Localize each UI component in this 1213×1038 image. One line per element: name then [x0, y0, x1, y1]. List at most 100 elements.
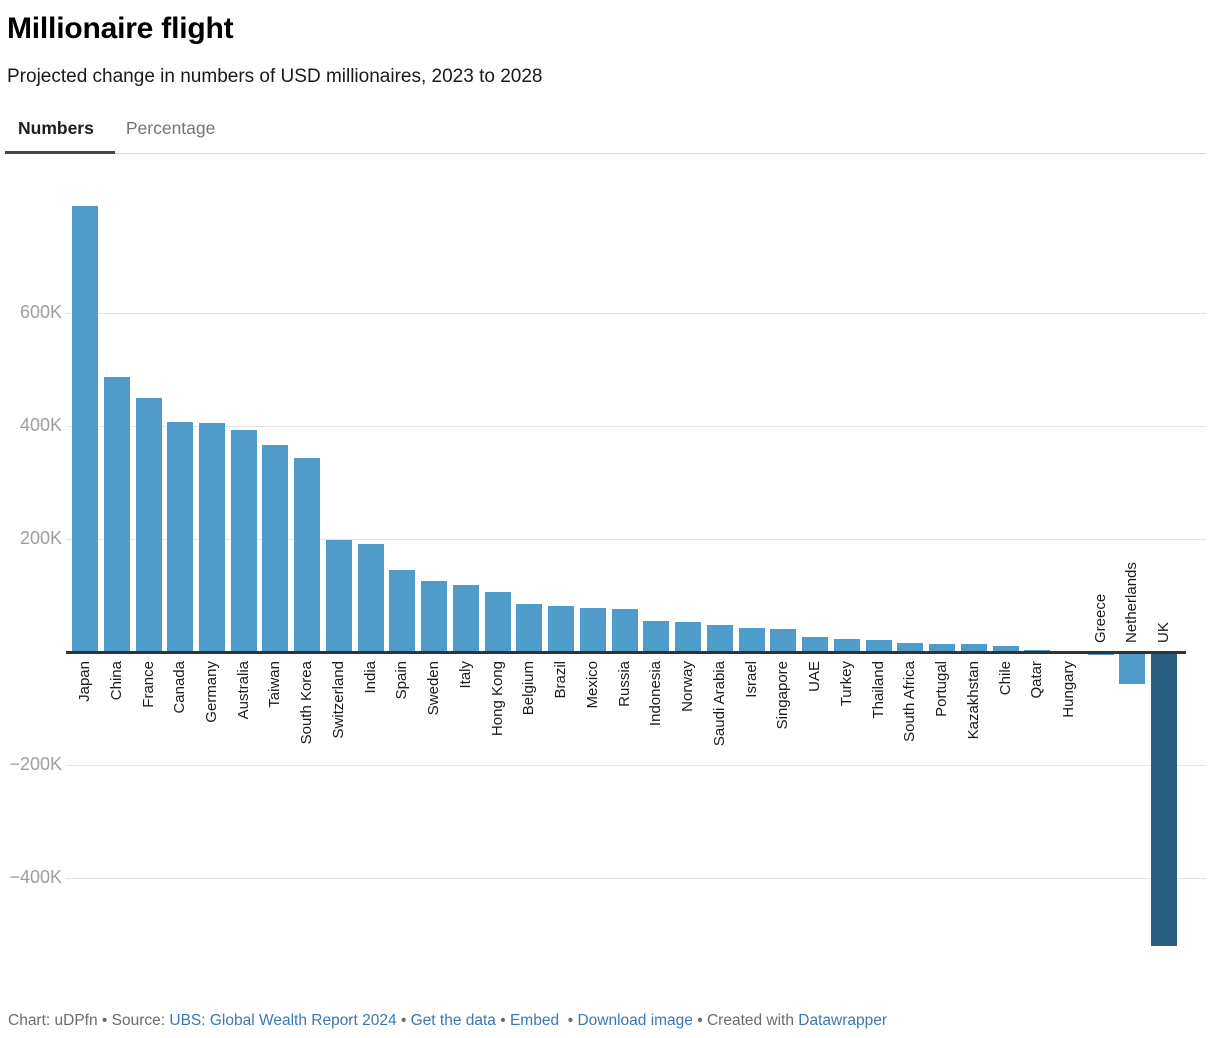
x-axis-baseline: [66, 651, 1186, 654]
x-axis-label-hungary: Hungary: [1059, 661, 1077, 718]
x-axis-label-germany: Germany: [203, 661, 220, 723]
x-axis-label-turkey: Turkey: [837, 661, 855, 707]
x-axis-label-sweden: Sweden: [425, 661, 443, 716]
x-axis-label-kazakhstan: Kazakhstan: [964, 661, 982, 740]
bar-israel[interactable]: [738, 628, 765, 652]
x-axis-label-south-korea: South Korea: [298, 661, 316, 745]
bar-chile[interactable]: [992, 645, 1019, 652]
bar-france[interactable]: [135, 397, 162, 652]
x-axis-label-france: France: [139, 661, 157, 708]
y-axis-tick-200k: 200K: [19, 528, 62, 548]
x-axis-label-thailand: Thailand: [869, 661, 887, 719]
x-axis-label-netherlands: Netherlands: [1123, 562, 1141, 643]
bar-china[interactable]: [103, 376, 130, 652]
x-axis-label-saudi-arabia: Saudi Arabia: [710, 661, 728, 747]
bar-south-korea[interactable]: [294, 458, 321, 652]
chart-id-text: Chart: uDPfn: [8, 1012, 98, 1029]
tab-active-underline: [5, 151, 115, 154]
download-image-link[interactable]: Download image: [577, 1012, 693, 1029]
view-tabs: Numbers Percentage: [18, 118, 215, 139]
bar-australia[interactable]: [230, 430, 257, 652]
source-link[interactable]: UBS: Global Wealth Report 2024: [169, 1012, 397, 1029]
gridline-600k: [66, 313, 1206, 314]
bar-singapore[interactable]: [770, 629, 797, 652]
x-axis-label-chile: Chile: [996, 661, 1014, 696]
bar-hong-kong[interactable]: [484, 592, 511, 652]
x-axis-label-italy: Italy: [456, 661, 474, 689]
x-axis-label-portugal: Portugal: [933, 661, 950, 717]
x-axis-label-singapore: Singapore: [774, 661, 792, 730]
embed-link[interactable]: Embed: [509, 1012, 560, 1029]
bar-chart: 600K 400K 200K −200K −400K Japan China France Ca…: [0, 170, 1213, 975]
bar-uk[interactable]: [1151, 654, 1178, 947]
bar-uae[interactable]: [802, 637, 828, 652]
gridline--400k: [66, 878, 1206, 879]
footer-separator: •: [495, 1012, 510, 1029]
bar-saudi-arabia[interactable]: [706, 624, 733, 652]
x-axis-label-qatar: Qatar: [1028, 661, 1046, 699]
x-axis-label-australia: Australia: [234, 661, 252, 720]
tab-underline-track: [5, 153, 1206, 154]
datawrapper-link[interactable]: Datawrapper: [798, 1012, 888, 1029]
x-axis-label-mexico: Mexico: [583, 661, 601, 709]
bar-indonesia[interactable]: [643, 620, 670, 652]
x-axis-label-hong-kong: Hong Kong: [488, 661, 506, 737]
x-axis-label-norway: Norway: [679, 661, 697, 712]
x-axis-label-greece: Greece: [1091, 593, 1109, 643]
gridline-200k: [66, 539, 1206, 540]
bar-turkey[interactable]: [833, 639, 860, 652]
x-axis-label-canada: Canada: [171, 661, 189, 714]
tab-numbers[interactable]: Numbers: [18, 118, 94, 138]
x-axis-label-russia: Russia: [615, 661, 633, 707]
bar-italy[interactable]: [452, 584, 479, 652]
gridline-400k: [66, 426, 1206, 427]
x-axis-label-taiwan: Taiwan: [266, 661, 284, 708]
bar-norway[interactable]: [675, 622, 702, 652]
bar-thailand[interactable]: [865, 640, 892, 652]
x-axis-label-japan: Japan: [76, 661, 93, 702]
bar-spain[interactable]: [389, 570, 416, 652]
x-axis-label-indonesia: Indonesia: [647, 661, 665, 727]
tab-percentage[interactable]: Percentage: [125, 118, 216, 138]
bar-qatar[interactable]: [1024, 649, 1051, 652]
bar-canada[interactable]: [167, 422, 194, 652]
footer-separator: •: [97, 1012, 112, 1029]
x-axis-label-uae: UAE: [806, 661, 823, 692]
footer-separator: •: [396, 1012, 411, 1029]
x-axis-label-switzerland: Switzerland: [329, 661, 347, 739]
x-axis-label-uk: UK: [1155, 622, 1173, 643]
get-the-data-link[interactable]: Get the data: [410, 1012, 496, 1029]
bar-netherlands[interactable]: [1119, 654, 1146, 684]
x-axis-label-india: India: [361, 661, 379, 694]
bar-south-africa[interactable]: [897, 643, 924, 652]
bar-switzerland[interactable]: [325, 539, 352, 652]
bar-portugal[interactable]: [929, 643, 955, 652]
x-axis-label-spain: Spain: [393, 661, 411, 700]
page-title: Millionaire flight: [7, 12, 234, 45]
gridline--200k: [66, 765, 1206, 766]
x-axis-label-israel: Israel: [742, 661, 760, 698]
bar-sweden[interactable]: [421, 580, 448, 652]
footer-separator: •: [692, 1012, 707, 1029]
y-axis-tick-600k: 600K: [19, 302, 62, 322]
x-axis-label-belgium: Belgium: [520, 661, 538, 716]
source-label: Source:: [111, 1012, 170, 1029]
bar-mexico[interactable]: [579, 607, 606, 652]
bar-taiwan[interactable]: [262, 445, 289, 652]
bar-india[interactable]: [357, 543, 384, 652]
bar-japan[interactable]: [72, 205, 98, 652]
bar-brazil[interactable]: [548, 606, 575, 652]
bar-belgium[interactable]: [516, 604, 543, 652]
x-axis-label-south-africa: South Africa: [901, 661, 919, 742]
y-axis-tick--400k: −400K: [9, 867, 62, 887]
bar-kazakhstan[interactable]: [960, 644, 987, 652]
chart-subtitle: Projected change in numbers of USD milli…: [7, 66, 543, 87]
footer-separator: •: [559, 1012, 578, 1029]
x-axis-label-brazil: Brazil: [552, 661, 570, 699]
created-with-label: Created with: [706, 1012, 799, 1029]
bar-germany[interactable]: [199, 423, 225, 652]
y-axis-tick--200k: −200K: [9, 754, 62, 774]
bar-greece[interactable]: [1087, 654, 1114, 655]
bar-russia[interactable]: [611, 608, 638, 652]
